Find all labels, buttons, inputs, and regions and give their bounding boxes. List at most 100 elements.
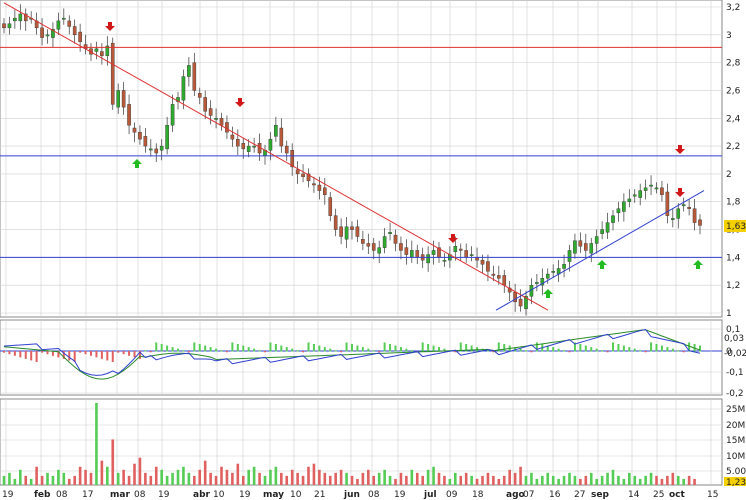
oscillator-histogram-bar bbox=[677, 350, 680, 352]
oscillator-histogram-bar bbox=[84, 351, 87, 355]
candle-body bbox=[230, 134, 235, 140]
volume-bar bbox=[252, 466, 256, 485]
volume-y-tick: 15M bbox=[726, 436, 745, 446]
oscillator-histogram-bar bbox=[90, 351, 92, 356]
volume-bar bbox=[524, 475, 528, 485]
oscillator-histogram-bar bbox=[546, 345, 549, 352]
oscillator-histogram-bar bbox=[421, 342, 424, 352]
x-axis-tick: 19 bbox=[2, 490, 14, 500]
oscillator-histogram-bar bbox=[280, 345, 283, 352]
price-y-axis: 3,232,82,62,42,221,81,61,41,21 bbox=[726, 3, 741, 319]
volume-bar bbox=[209, 472, 212, 485]
candle-body bbox=[72, 26, 77, 36]
signal-line bbox=[3, 328, 701, 376]
oscillator-histogram-bar bbox=[285, 347, 288, 352]
oscillator-histogram-bar bbox=[340, 351, 343, 353]
oscillator-histogram-bar bbox=[427, 344, 430, 352]
x-axis-tick: 27 bbox=[574, 490, 585, 500]
volume-bar bbox=[541, 475, 544, 485]
oscillator-histogram-bar bbox=[432, 345, 435, 352]
candle-body bbox=[159, 145, 164, 151]
candle-body bbox=[56, 20, 61, 30]
candle-body bbox=[431, 250, 436, 255]
x-axis-tick: mar bbox=[110, 490, 130, 500]
oscillator-histogram-bar bbox=[13, 351, 16, 356]
oscillator-histogram-bar bbox=[351, 344, 353, 352]
volume-bar bbox=[513, 472, 517, 485]
candle-body bbox=[567, 250, 572, 262]
candle-body bbox=[671, 218, 675, 220]
volume-bar bbox=[502, 475, 506, 485]
volume-bar bbox=[269, 469, 272, 485]
candle-body bbox=[268, 138, 273, 151]
candle-body bbox=[197, 93, 202, 98]
candle-body bbox=[236, 138, 240, 147]
x-axis-tick: 15 bbox=[707, 490, 718, 500]
volume-bar bbox=[198, 469, 202, 485]
oscillator-histogram-bar bbox=[111, 351, 114, 362]
oscillator-histogram-bar bbox=[503, 344, 506, 352]
x-axis-tick: oct bbox=[669, 490, 686, 500]
oscillator-histogram-bar bbox=[688, 342, 691, 352]
price-panel: 3,232,82,62,42,221,81,61,41,21 1,630 bbox=[0, 0, 746, 319]
volume-bar bbox=[138, 457, 142, 485]
volume-bar bbox=[486, 472, 490, 485]
x-axis-tick: 08 bbox=[134, 490, 146, 500]
oscillator-histogram-bar bbox=[644, 351, 647, 353]
oscillator-histogram-bar bbox=[247, 347, 250, 352]
oscillator-histogram-bar bbox=[302, 351, 305, 353]
candle-body bbox=[192, 62, 197, 91]
volume-bar bbox=[568, 472, 571, 485]
oscillator-histogram-bar bbox=[106, 351, 109, 361]
volume-bar bbox=[225, 469, 229, 485]
volume-bar bbox=[459, 475, 463, 485]
oscillator-histogram-bar bbox=[117, 351, 120, 353]
oscillator-histogram-bar bbox=[138, 351, 141, 359]
volume-bar bbox=[133, 463, 136, 485]
volume-bar bbox=[437, 472, 441, 485]
candle-body bbox=[687, 207, 691, 209]
volume-bar bbox=[633, 475, 637, 485]
oscillator-histogram-bar bbox=[177, 348, 179, 352]
candle-body bbox=[110, 42, 115, 105]
oscillator-histogram-bar bbox=[79, 351, 82, 353]
oscillator-histogram-bar bbox=[46, 351, 49, 355]
candle-body bbox=[2, 23, 6, 29]
volume-bar bbox=[236, 463, 240, 485]
volume-bar bbox=[638, 478, 642, 485]
candle-body bbox=[562, 264, 566, 269]
volume-bar bbox=[606, 472, 609, 485]
volume-bar bbox=[19, 469, 22, 485]
oscillator-histogram-bar bbox=[220, 350, 223, 352]
x-axis-tick: 18 bbox=[472, 490, 484, 500]
oscillator-histogram-bar bbox=[68, 351, 71, 361]
oscillator-histogram-bar bbox=[573, 342, 576, 352]
candle-body bbox=[665, 191, 670, 216]
volume-bar bbox=[280, 472, 283, 485]
oscillator-histogram-bar bbox=[622, 345, 625, 352]
sell-arrow-icon bbox=[105, 22, 115, 31]
oscillator-histogram-bar bbox=[579, 344, 582, 352]
buy-arrow-icon bbox=[597, 260, 607, 269]
candle-body bbox=[540, 278, 545, 286]
sell-arrow-icon bbox=[235, 98, 245, 107]
x-axis-tick: 09 bbox=[446, 490, 458, 500]
candle-body bbox=[551, 271, 555, 273]
volume-bar bbox=[377, 472, 381, 485]
last-price-tag: 1,630 bbox=[724, 220, 746, 232]
volume-bar bbox=[67, 478, 71, 485]
volume-bar bbox=[693, 478, 696, 485]
volume-bar bbox=[432, 466, 435, 485]
trend-line bbox=[3, 2, 549, 311]
oscillator-histogram-bar bbox=[171, 347, 174, 352]
oscillator-histogram-bar bbox=[595, 348, 598, 352]
price-y-tick: 2,4 bbox=[726, 114, 741, 124]
candle-body bbox=[241, 143, 246, 150]
oscillator-histogram-bar bbox=[329, 348, 332, 352]
candle-body bbox=[317, 184, 322, 191]
candle-body bbox=[649, 184, 653, 187]
volume-bar bbox=[492, 475, 495, 485]
oscillator-histogram-bar bbox=[30, 351, 33, 361]
oscillator-histogram-bar bbox=[3, 351, 5, 353]
candle-body bbox=[344, 226, 349, 240]
